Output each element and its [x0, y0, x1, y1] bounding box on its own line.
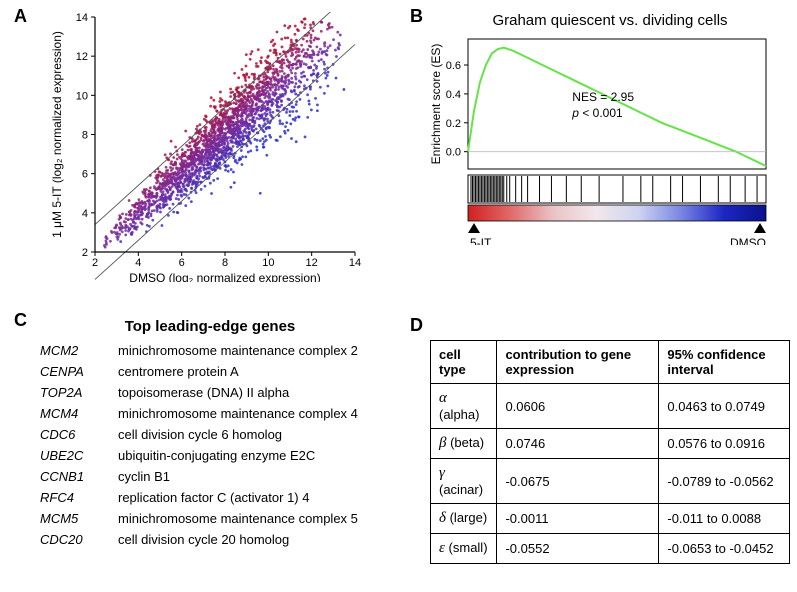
cell-type-paren: (small): [445, 540, 488, 555]
svg-text:1 μM 5-IT (log₂ normalized exp: 1 μM 5-IT (log₂ normalized expression): [50, 31, 64, 238]
panel-c-label: C: [14, 310, 27, 331]
panel-b-gsea: Graham quiescent vs. dividing cells 0.00…: [430, 12, 790, 252]
table-header: 95% confidence interval: [659, 341, 790, 384]
gene-symbol: CCNB1: [40, 469, 110, 484]
panel-b-label: B: [410, 6, 423, 27]
table-row: β (beta)0.07460.0576 to 0.0916: [431, 429, 790, 459]
gene-desc: centromere protein A: [118, 364, 380, 379]
svg-text:2: 2: [82, 247, 88, 259]
gene-symbol: UBE2C: [40, 448, 110, 463]
gene-desc: topoisomerase (DNA) II alpha: [118, 385, 380, 400]
table-row: δ (large) -0.0011-0.011 to 0.0088: [431, 504, 790, 534]
gene-symbol: MCM5: [40, 511, 110, 526]
cell-type-greek: γ: [439, 465, 445, 481]
gene-list: MCM2 minichromosome maintenance complex 2…: [40, 343, 380, 547]
table-row: γ (acinar) -0.0675-0.0789 to -0.0562: [431, 459, 790, 504]
ci-cell: -0.011 to 0.0088: [659, 504, 790, 534]
svg-text:0.2: 0.2: [446, 118, 461, 130]
ci-cell: 0.0576 to 0.0916: [659, 429, 790, 459]
gene-symbol: MCM2: [40, 343, 110, 358]
ci-cell: -0.0653 to -0.0452: [659, 534, 790, 564]
cell-type-greek: δ: [439, 510, 446, 526]
gene-symbol: RFC4: [40, 490, 110, 505]
ci-cell: 0.0463 to 0.0749: [659, 384, 790, 429]
gsea-svg: 0.0 0.2 0.4 0.6 NES = 2.95 p < 0.001 Enrichmen…: [430, 35, 790, 245]
gene-symbol: CDC20: [40, 532, 110, 547]
svg-text:14: 14: [76, 12, 88, 24]
gene-desc: cyclin B1: [118, 469, 380, 484]
svg-text:12: 12: [76, 51, 88, 63]
svg-text:NES = 2.95: NES = 2.95: [572, 90, 634, 104]
panel-c-title: Top leading-edge genes: [40, 318, 380, 335]
cell-table: cell typecontribution to gene expression…: [430, 340, 790, 564]
panel-a-scatter: 2 4 6 8 10 12 14 2 4 6 8 10 12 14 DMSO (log₂ normalize…: [40, 12, 370, 282]
svg-text:14: 14: [349, 257, 361, 269]
scatter-svg: 2 4 6 8 10 12 14 2 4 6 8 10 12 14 DMSO (log₂ normalize…: [40, 12, 370, 282]
gene-desc: cell division cycle 20 homolog: [118, 532, 380, 547]
gene-desc: minichromosome maintenance complex 5: [118, 511, 380, 526]
cell-type-paren: (beta): [446, 435, 484, 450]
svg-text:8: 8: [82, 130, 88, 142]
cell-type-paren: (alpha): [439, 407, 479, 422]
svg-text:6: 6: [179, 257, 185, 269]
svg-text:10: 10: [262, 257, 274, 269]
cell-type-greek: α: [439, 390, 447, 406]
contribution-cell: 0.0746: [497, 429, 659, 459]
table-row: ε (small)-0.0552-0.0653 to -0.0452: [431, 534, 790, 564]
table-header: cell type: [431, 341, 497, 384]
svg-text:5-IT: 5-IT: [470, 236, 492, 245]
svg-text:0.4: 0.4: [446, 89, 461, 101]
svg-text:p < 0.001: p < 0.001: [571, 106, 623, 120]
svg-text:DMSO (log₂ normalized expressi: DMSO (log₂ normalized expression): [129, 271, 320, 282]
svg-text:10: 10: [76, 90, 88, 102]
panel-a-label: A: [14, 6, 27, 27]
gene-desc: minichromosome maintenance complex 4: [118, 406, 380, 421]
svg-text:4: 4: [135, 257, 141, 269]
contribution-cell: -0.0552: [497, 534, 659, 564]
svg-text:2: 2: [92, 257, 98, 269]
gene-desc: cell division cycle 6 homolog: [118, 427, 380, 442]
svg-text:8: 8: [222, 257, 228, 269]
gene-symbol: TOP2A: [40, 385, 110, 400]
contribution-cell: 0.0606: [497, 384, 659, 429]
svg-text:0.0: 0.0: [446, 147, 461, 159]
gene-desc: ubiquitin-conjugating enzyme E2C: [118, 448, 380, 463]
svg-text:12: 12: [306, 257, 318, 269]
cell-type-paren: (acinar): [439, 482, 483, 497]
svg-text:0.6: 0.6: [446, 60, 461, 72]
table-row: α (alpha) 0.06060.0463 to 0.0749: [431, 384, 790, 429]
gene-desc: replication factor C (activator 1) 4: [118, 490, 380, 505]
gene-desc: minichromosome maintenance complex 2: [118, 343, 380, 358]
panel-d-table: cell typecontribution to gene expression…: [430, 340, 790, 564]
contribution-cell: -0.0675: [497, 459, 659, 504]
panel-c-genes: Top leading-edge genes MCM2 minichromosom…: [40, 318, 380, 547]
svg-text:6: 6: [82, 169, 88, 181]
gene-symbol: CDC6: [40, 427, 110, 442]
svg-text:DMSO: DMSO: [730, 236, 766, 245]
cell-type-paren: (large): [446, 510, 487, 525]
ci-cell: -0.0789 to -0.0562: [659, 459, 790, 504]
contribution-cell: -0.0011: [497, 504, 659, 534]
gene-symbol: CENPA: [40, 364, 110, 379]
svg-text:4: 4: [82, 208, 88, 220]
gene-symbol: MCM4: [40, 406, 110, 421]
svg-text:Enrichment score (ES): Enrichment score (ES): [430, 44, 443, 165]
panel-d-label: D: [410, 315, 423, 336]
panel-b-title: Graham quiescent vs. dividing cells: [430, 12, 790, 29]
table-header: contribution to gene expression: [497, 341, 659, 384]
